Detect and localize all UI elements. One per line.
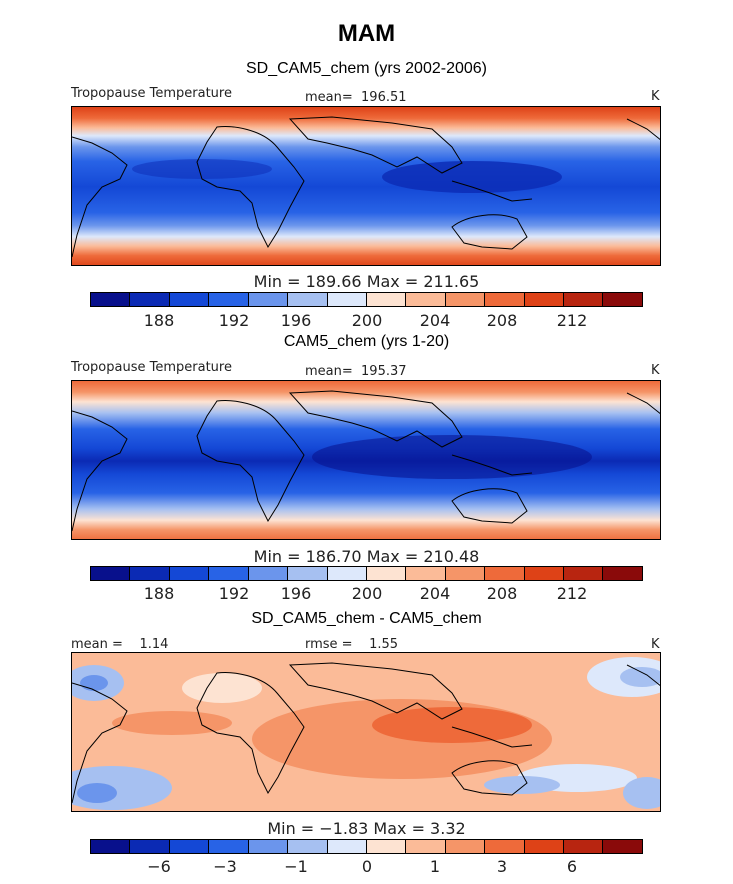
- colorbar-swatch: [209, 840, 249, 853]
- panel2-tick: 200: [351, 584, 383, 603]
- panel3-mean-label: mean =: [71, 637, 123, 652]
- panel2-title: CAM5_chem (yrs 1-20): [283, 333, 450, 350]
- colorbar-swatch: [366, 840, 407, 853]
- colorbar-swatch: [248, 567, 289, 580]
- panel2-mean-value: 195.37: [361, 364, 407, 379]
- panel2-tick: 196: [280, 584, 312, 603]
- panel2-tick: 204: [419, 584, 451, 603]
- panel3-tick: −3: [213, 857, 237, 876]
- panel1-tick: 192: [218, 311, 250, 330]
- colorbar-swatch: [366, 293, 407, 306]
- panel3-map: [71, 652, 661, 812]
- panel2-mean: mean= 195.37: [305, 364, 407, 379]
- colorbar-swatch: [445, 840, 486, 853]
- colorbar-swatch: [485, 293, 525, 306]
- colorbar-swatch: [327, 840, 367, 853]
- colorbar-swatch: [485, 840, 525, 853]
- panel3-tick: −1: [284, 857, 308, 876]
- colorbar-swatch: [366, 567, 407, 580]
- panel2-tick: 188: [143, 584, 175, 603]
- colorbar-swatch: [209, 293, 249, 306]
- panel3-title: SD_CAM5_chem - CAM5_chem: [251, 610, 482, 627]
- colorbar-swatch: [169, 293, 210, 306]
- panel2-tick: 192: [218, 584, 250, 603]
- colorbar-swatch: [91, 567, 131, 580]
- colorbar-swatch: [91, 293, 131, 306]
- colorbar-swatch: [248, 840, 289, 853]
- colorbar-swatch: [209, 567, 249, 580]
- panel3-coastlines: [72, 662, 660, 804]
- colorbar-swatch: [327, 567, 367, 580]
- panel2-tick: 212: [556, 584, 588, 603]
- colorbar-swatch: [406, 567, 446, 580]
- panel2-coastlines: [72, 390, 660, 532]
- panel3-tick: 3: [496, 857, 508, 876]
- panel1-tick: 188: [143, 311, 175, 330]
- panel2-colorbar: [90, 566, 643, 581]
- panel1-tick: 212: [556, 311, 588, 330]
- panel3-units: K: [651, 637, 660, 652]
- panel3-mean-value: 1.14: [139, 637, 169, 652]
- panel3-colorbar: [90, 839, 643, 854]
- colorbar-swatch: [524, 293, 565, 306]
- panel3-rmse-label: rmse =: [305, 637, 353, 652]
- colorbar-swatch: [524, 840, 565, 853]
- colorbar-swatch: [564, 567, 604, 580]
- colorbar-swatch: [524, 567, 565, 580]
- panel1-mean-label: mean=: [305, 90, 353, 105]
- panel1-tick: 204: [419, 311, 451, 330]
- panel1-field-label: Tropopause Temperature: [71, 86, 232, 101]
- panel1-colorbar: [90, 292, 643, 307]
- panel3-rmse: rmse = 1.55: [305, 637, 398, 652]
- panel3-field-svg: [72, 653, 660, 811]
- panel1-map: [71, 106, 661, 266]
- panel3-tick: −6: [147, 857, 171, 876]
- colorbar-swatch: [564, 840, 604, 853]
- panel1-coastlines: [72, 116, 660, 258]
- colorbar-swatch: [445, 567, 486, 580]
- panel2-min-max: Min = 186.70 Max = 210.48: [253, 547, 480, 566]
- panel1-field-svg: [72, 107, 660, 265]
- colorbar-swatch: [130, 567, 170, 580]
- panel3-rmse-value: 1.55: [369, 637, 399, 652]
- colorbar-swatch: [130, 840, 170, 853]
- panel3-tick: 6: [566, 857, 578, 876]
- panel1-title: SD_CAM5_chem (yrs 2002-2006): [246, 60, 487, 77]
- panel2-map: [71, 380, 661, 540]
- panel2-field-label: Tropopause Temperature: [71, 360, 232, 375]
- panel3-tick: 0: [361, 857, 373, 876]
- colorbar-swatch: [445, 293, 486, 306]
- colorbar-swatch: [564, 293, 604, 306]
- panel1-mean-value: 196.51: [361, 90, 407, 105]
- panel2-tick: 208: [486, 584, 518, 603]
- colorbar-swatch: [406, 293, 446, 306]
- colorbar-swatch: [327, 293, 367, 306]
- panel3-tick: 1: [429, 857, 441, 876]
- panel2-field-svg: [72, 381, 660, 539]
- panel2-units: K: [651, 363, 660, 378]
- colorbar-swatch: [603, 293, 642, 306]
- panel1-tick: 196: [280, 311, 312, 330]
- colorbar-swatch: [485, 567, 525, 580]
- colorbar-swatch: [130, 293, 170, 306]
- panel1-units: K: [651, 89, 660, 104]
- colorbar-swatch: [288, 840, 328, 853]
- colorbar-swatch: [603, 567, 642, 580]
- colorbar-swatch: [406, 840, 446, 853]
- panel1-tick: 208: [486, 311, 518, 330]
- colorbar-swatch: [169, 840, 210, 853]
- colorbar-swatch: [248, 293, 289, 306]
- panel3-min-max: Min = −1.83 Max = 3.32: [267, 819, 466, 838]
- main-title: MAM: [337, 20, 396, 47]
- colorbar-swatch: [288, 567, 328, 580]
- panel1-min-max: Min = 189.66 Max = 211.65: [253, 272, 480, 291]
- colorbar-swatch: [603, 840, 642, 853]
- colorbar-swatch: [288, 293, 328, 306]
- colorbar-swatch: [91, 840, 131, 853]
- panel3-mean: mean = 1.14: [71, 637, 168, 652]
- colorbar-swatch: [169, 567, 210, 580]
- panel1-mean: mean= 196.51: [305, 90, 407, 105]
- panel2-mean-label: mean=: [305, 364, 353, 379]
- panel1-tick: 200: [351, 311, 383, 330]
